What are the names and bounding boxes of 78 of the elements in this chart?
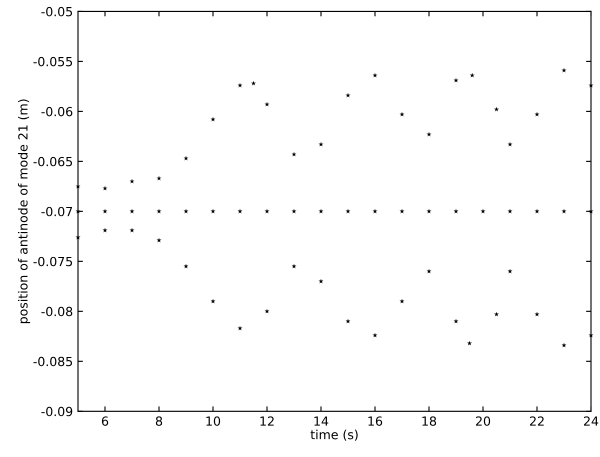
point — [292, 208, 296, 214]
point — [238, 82, 242, 88]
point — [130, 178, 134, 184]
point — [562, 68, 566, 73]
y-tick-label: -0.05 — [41, 6, 72, 16]
point — [494, 312, 499, 316]
point — [534, 312, 540, 316]
point — [156, 238, 162, 242]
point — [102, 208, 108, 214]
point — [470, 72, 475, 78]
point — [372, 72, 378, 78]
point — [292, 152, 296, 156]
point — [156, 176, 162, 180]
point — [400, 112, 404, 116]
point — [426, 268, 432, 274]
point — [264, 208, 270, 214]
x-tick-label: 8 — [156, 416, 162, 426]
y-tick-label: -0.065 — [33, 156, 72, 166]
x-tick-label: 20 — [476, 416, 490, 426]
x-tick-label: 12 — [260, 416, 274, 426]
point — [562, 208, 566, 214]
point — [238, 326, 242, 330]
point — [372, 208, 378, 214]
y-tick-label: -0.06 — [41, 106, 72, 116]
x-tick-label: 24 — [584, 416, 598, 426]
point — [494, 106, 499, 112]
x-tick-label: 14 — [314, 416, 328, 426]
point — [238, 208, 242, 214]
point — [454, 208, 458, 214]
point — [346, 208, 350, 214]
point — [264, 308, 270, 314]
point — [480, 208, 486, 214]
point — [508, 208, 512, 214]
x-axis-title: time (s) — [310, 430, 358, 441]
point — [210, 298, 216, 304]
point — [426, 208, 432, 214]
point — [184, 156, 188, 160]
point — [102, 228, 108, 232]
point — [318, 278, 324, 284]
point — [400, 298, 404, 304]
point — [251, 80, 256, 86]
point — [454, 78, 458, 83]
point — [467, 340, 472, 346]
point — [130, 228, 134, 232]
x-tick-label: 16 — [368, 416, 382, 426]
point — [534, 112, 540, 116]
y-tick-label: -0.09 — [41, 406, 72, 416]
point — [156, 208, 162, 214]
point — [318, 208, 324, 214]
x-tick-label: 10 — [206, 416, 220, 426]
point — [534, 208, 540, 214]
x-tick-label: 22 — [530, 416, 544, 426]
y-axis-title: position of antinode of mode 21 (m) — [18, 99, 30, 324]
point — [454, 318, 458, 324]
point — [508, 142, 512, 146]
point — [184, 208, 188, 214]
point — [346, 318, 350, 324]
point — [508, 268, 512, 274]
point — [562, 342, 566, 348]
y-tick-label: -0.07 — [41, 206, 72, 216]
point — [400, 208, 404, 214]
point — [210, 116, 216, 122]
y-tick-label: -0.055 — [33, 56, 72, 66]
y-tick-label: -0.075 — [33, 256, 72, 266]
point — [426, 132, 432, 136]
point — [292, 264, 296, 268]
x-tick-label: 6 — [102, 416, 108, 426]
y-tick-label: -0.085 — [33, 356, 72, 366]
point — [102, 186, 108, 190]
point — [372, 332, 378, 338]
point — [264, 102, 270, 106]
point — [318, 142, 324, 146]
point — [210, 208, 216, 214]
x-tick-label: 18 — [422, 416, 436, 426]
point — [346, 92, 350, 98]
y-tick-label: -0.08 — [41, 306, 72, 316]
point — [184, 264, 188, 268]
point — [130, 208, 134, 214]
